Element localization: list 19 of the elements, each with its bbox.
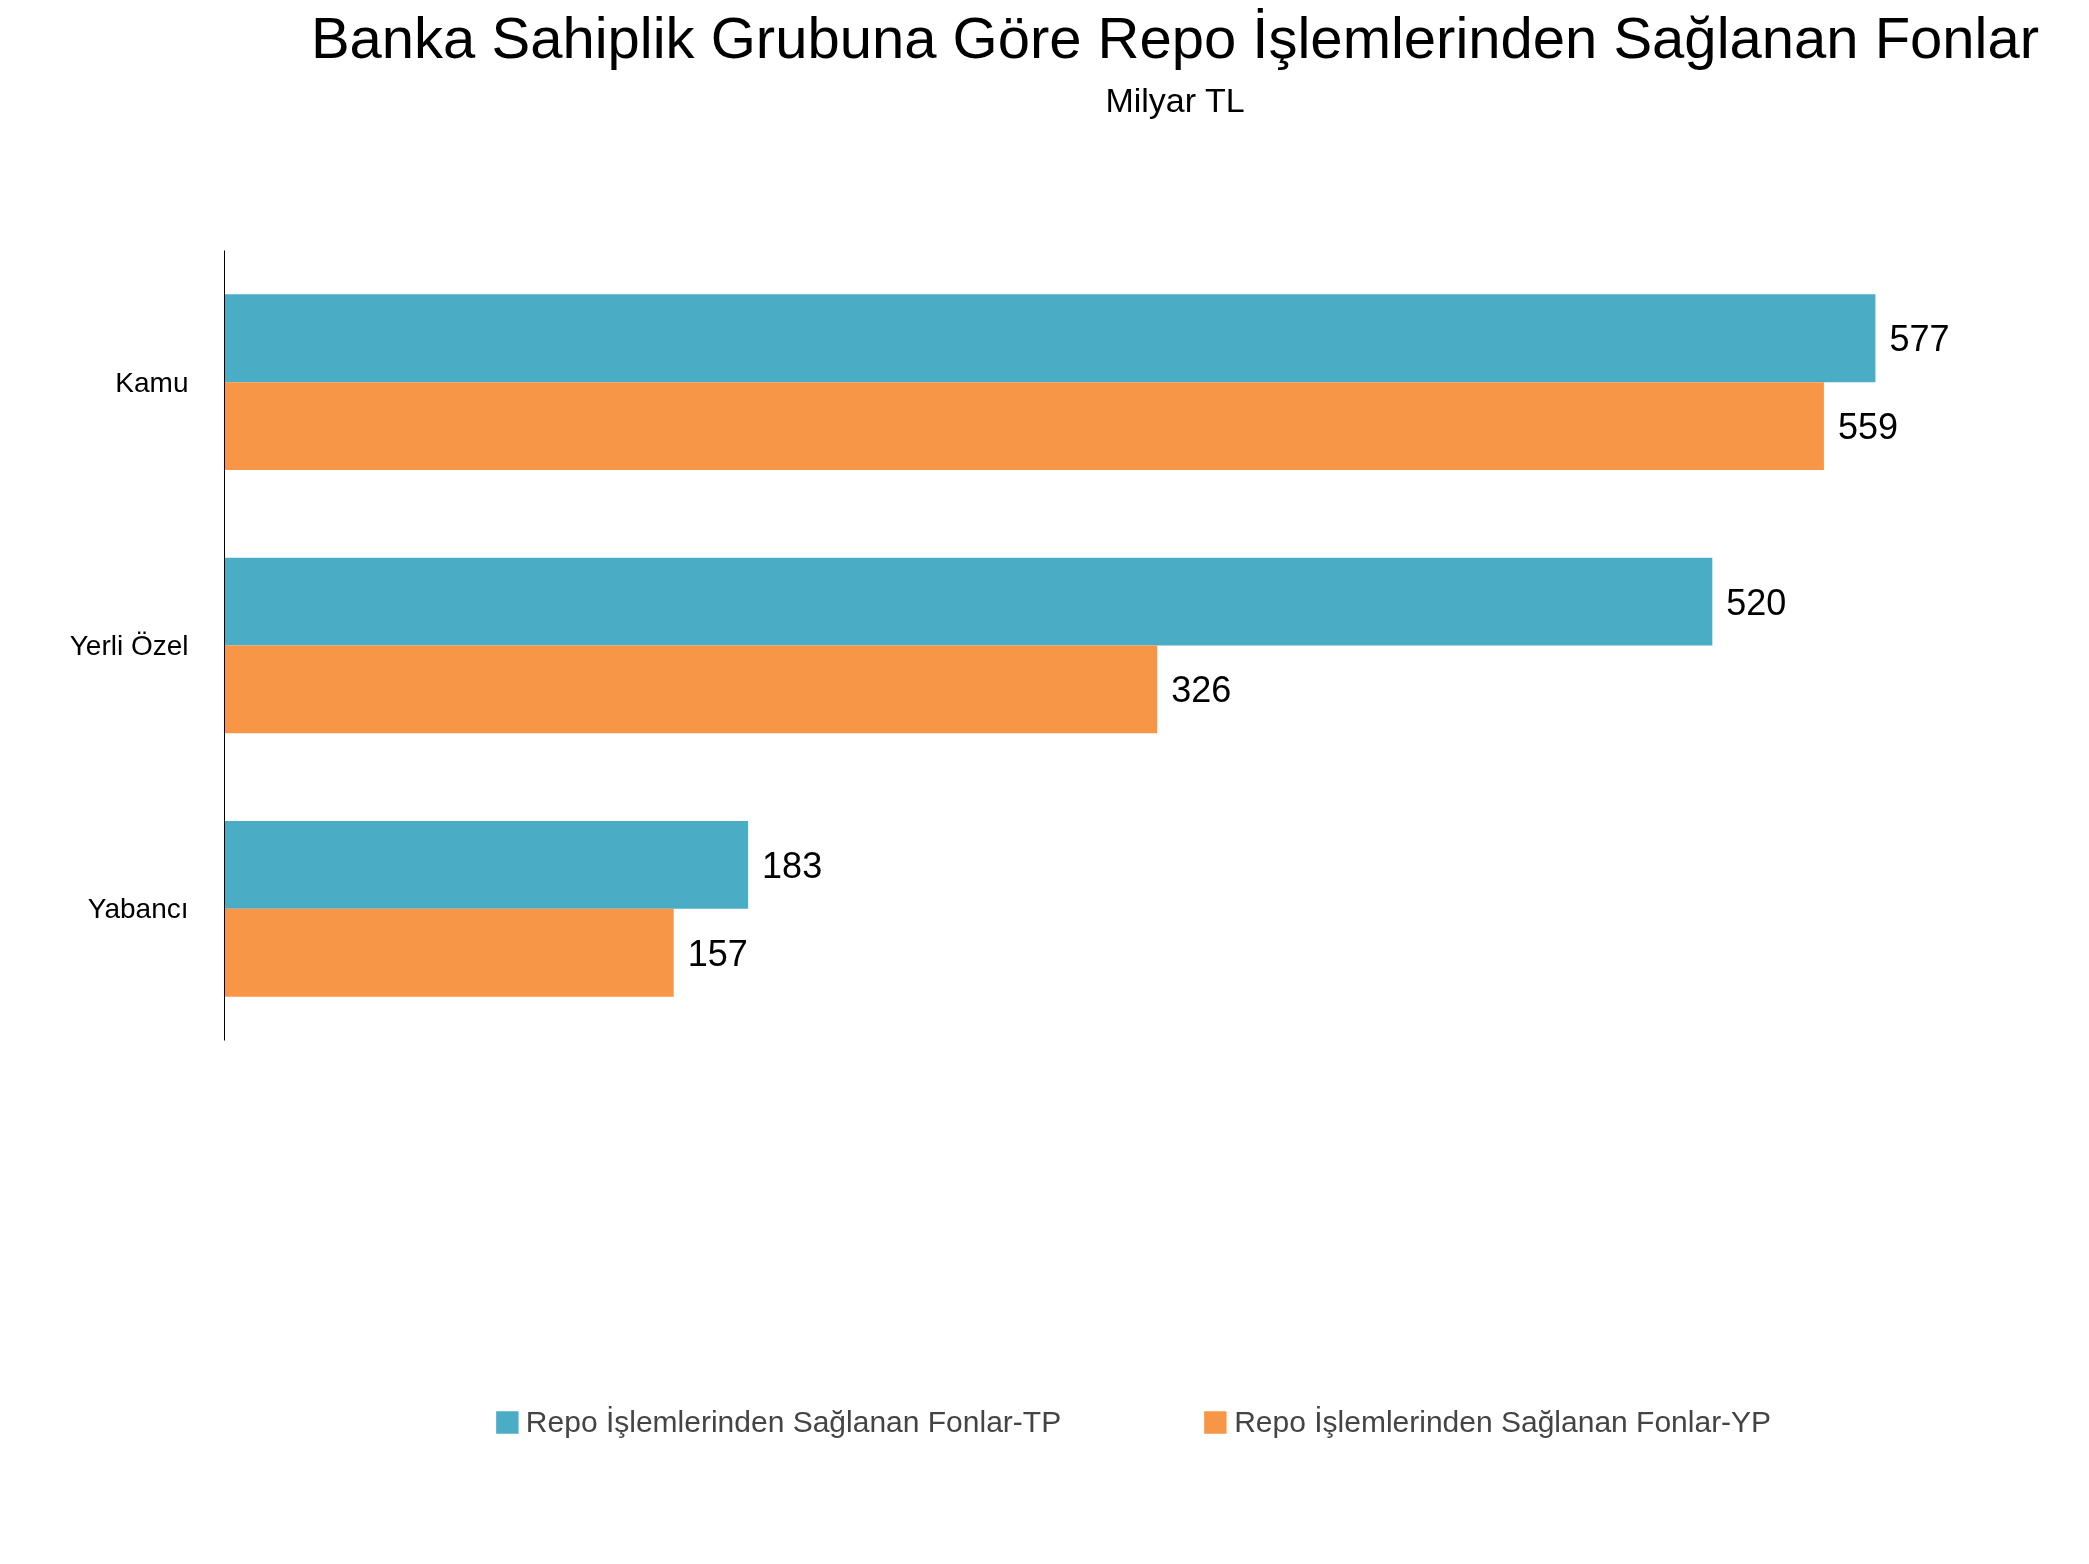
data-label: 326 [1171,669,1232,711]
y-tick-label: Yerli Özel [69,630,189,661]
legend-label: Repo İşlemlerinden Sağlanan Fonlar-YP [1234,1404,1772,1439]
data-label: 157 [687,932,748,974]
data-label: 520 [1726,581,1787,623]
data-label: 559 [1837,406,1898,448]
bar [224,382,1824,470]
legend-label: Repo İşlemlerinden Sağlanan Fonlar-TP [525,1404,1062,1439]
y-tick-label: Kamu [115,366,189,398]
bar [224,821,749,909]
chart-subtitle: Milyar TL [1104,79,1246,121]
bar [224,557,1713,646]
y-tick-label: Yabancı [87,893,189,925]
data-label: 183 [762,844,823,886]
bar [224,908,674,997]
bar [224,294,1876,383]
data-label: 577 [1889,318,1950,360]
chart-title: Banka Sahiplik Grubuna Göre Repo İşlemlerinden Sağlanan Fonlar [310,5,2040,72]
bar [224,645,1158,734]
